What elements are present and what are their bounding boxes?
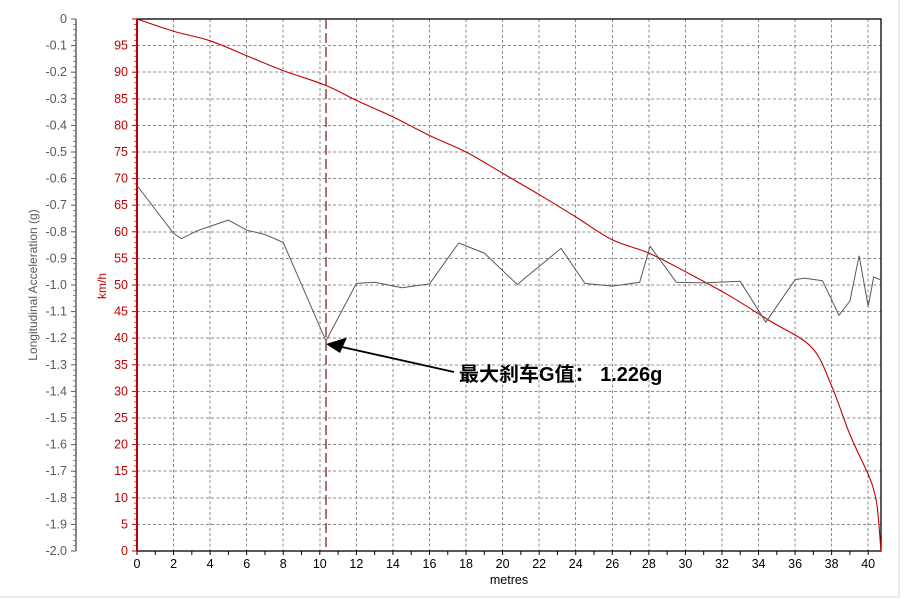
svg-text:35: 35: [114, 358, 128, 372]
svg-text:2: 2: [170, 557, 177, 571]
svg-text:60: 60: [114, 225, 128, 239]
svg-text:90: 90: [114, 65, 128, 79]
svg-text:8: 8: [280, 557, 287, 571]
svg-text:80: 80: [114, 118, 128, 132]
svg-text:-0.1: -0.1: [45, 39, 67, 53]
svg-text:6: 6: [243, 557, 250, 571]
svg-text:10: 10: [313, 557, 327, 571]
svg-text:12: 12: [349, 557, 363, 571]
svg-text:-1.4: -1.4: [45, 384, 67, 398]
svg-text:最大刹车G值： 1.226g: 最大刹车G值： 1.226g: [459, 363, 662, 386]
svg-text:-0.4: -0.4: [45, 118, 67, 132]
svg-text:0: 0: [121, 544, 128, 558]
svg-text:4: 4: [207, 557, 214, 571]
svg-text:26: 26: [605, 557, 619, 571]
svg-text:18: 18: [459, 557, 473, 571]
svg-text:95: 95: [114, 39, 128, 53]
svg-text:-0.9: -0.9: [45, 251, 67, 265]
svg-text:20: 20: [496, 557, 510, 571]
svg-text:-1.3: -1.3: [45, 358, 67, 372]
svg-text:28: 28: [642, 557, 656, 571]
svg-text:0: 0: [134, 557, 141, 571]
svg-text:25: 25: [114, 411, 128, 425]
svg-text:16: 16: [423, 557, 437, 571]
svg-text:Longitudinal Acceleration (g): Longitudinal Acceleration (g): [26, 209, 40, 360]
svg-text:-1.8: -1.8: [45, 491, 67, 505]
svg-text:38: 38: [825, 557, 839, 571]
svg-text:km/h: km/h: [95, 273, 109, 299]
svg-text:-1.6: -1.6: [45, 438, 67, 452]
svg-text:-0.8: -0.8: [45, 225, 67, 239]
svg-text:65: 65: [114, 198, 128, 212]
svg-text:34: 34: [752, 557, 766, 571]
svg-text:-0.6: -0.6: [45, 172, 67, 186]
svg-text:-1.9: -1.9: [45, 517, 67, 531]
svg-text:15: 15: [114, 464, 128, 478]
svg-text:50: 50: [114, 278, 128, 292]
svg-text:-0.5: -0.5: [45, 145, 67, 159]
svg-text:-1.7: -1.7: [45, 464, 67, 478]
svg-text:75: 75: [114, 145, 128, 159]
svg-text:-1.5: -1.5: [45, 411, 67, 425]
svg-text:10: 10: [114, 491, 128, 505]
svg-text:0: 0: [60, 12, 67, 26]
svg-text:-0.2: -0.2: [45, 65, 67, 79]
svg-text:36: 36: [788, 557, 802, 571]
svg-text:30: 30: [678, 557, 692, 571]
svg-text:45: 45: [114, 305, 128, 319]
svg-text:-0.3: -0.3: [45, 92, 67, 106]
svg-text:-1.0: -1.0: [45, 278, 67, 292]
svg-text:-1.1: -1.1: [45, 305, 67, 319]
svg-text:-0.7: -0.7: [45, 198, 67, 212]
svg-text:40: 40: [861, 557, 875, 571]
svg-text:70: 70: [114, 172, 128, 186]
svg-text:22: 22: [532, 557, 546, 571]
svg-text:85: 85: [114, 92, 128, 106]
svg-text:32: 32: [715, 557, 729, 571]
svg-text:20: 20: [114, 438, 128, 452]
svg-text:40: 40: [114, 331, 128, 345]
svg-text:-1.2: -1.2: [45, 331, 67, 345]
svg-text:55: 55: [114, 251, 128, 265]
svg-text:30: 30: [114, 384, 128, 398]
svg-text:24: 24: [569, 557, 583, 571]
svg-text:-2.0: -2.0: [45, 544, 67, 558]
svg-text:14: 14: [386, 557, 400, 571]
svg-text:metres: metres: [490, 573, 528, 587]
svg-text:5: 5: [121, 517, 128, 531]
